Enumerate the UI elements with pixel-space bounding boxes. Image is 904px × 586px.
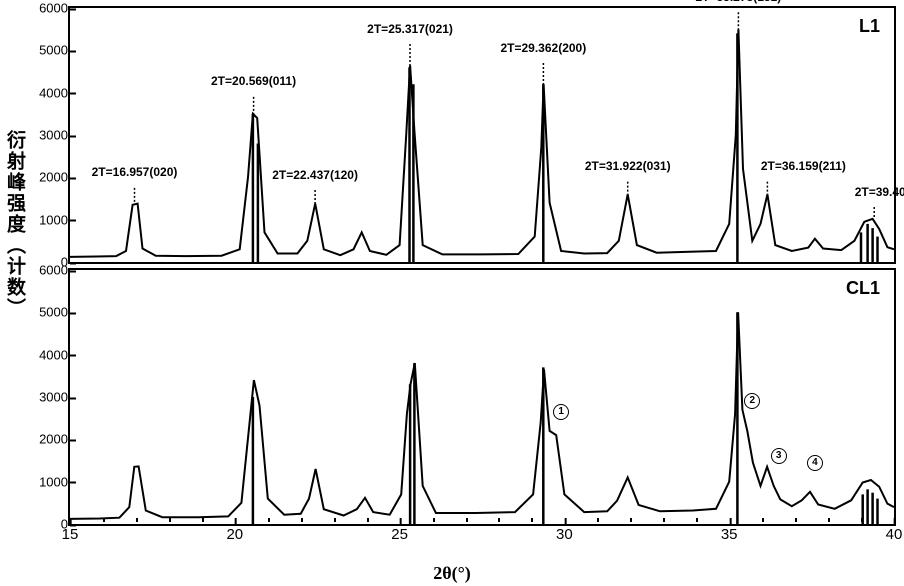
ytick: 5000 — [39, 305, 68, 320]
xtick-major: 20 — [226, 526, 243, 543]
panel-l1-yticks: 0100020003000400050006000 — [28, 8, 68, 262]
circle-marker: 4 — [807, 455, 823, 471]
xtick-major: 35 — [721, 526, 738, 543]
peak-label: 2T=35.278(131) — [695, 0, 781, 4]
ytick: 2000 — [39, 432, 68, 447]
peak-label: 2T=31.922(031) — [585, 159, 671, 173]
ytick: 6000 — [39, 263, 68, 278]
circle-marker: 2 — [744, 393, 760, 409]
peak-label: 2T=16.957(020) — [92, 165, 178, 179]
ytick: 4000 — [39, 85, 68, 100]
panel-cl1-yticks: 0100020003000400050006000 — [28, 270, 68, 524]
peak-label: 2T=29.362(200) — [500, 41, 586, 55]
ytick: 1000 — [39, 212, 68, 227]
x-axis-ticks: 152025303540 — [70, 526, 894, 548]
peak-label: 2T=22.437(120) — [272, 168, 358, 182]
ytick: 3000 — [39, 390, 68, 405]
ytick: 4000 — [39, 347, 68, 362]
xtick-major: 30 — [556, 526, 573, 543]
peak-label: 2T=20.569(011) — [211, 74, 296, 88]
panel-cl1-trace — [70, 270, 894, 524]
xtick-major: 40 — [886, 526, 903, 543]
ytick: 2000 — [39, 170, 68, 185]
circle-marker: 3 — [771, 448, 787, 464]
peak-label: 2T=39.400(04) — [855, 185, 904, 199]
ytick: 1000 — [39, 474, 68, 489]
panel-l1: L1 0100020003000400050006000 2T=16.957(0… — [68, 6, 896, 264]
x-axis-label: 2θ(°) — [0, 563, 904, 584]
ytick: 6000 — [39, 1, 68, 16]
panel-cl1: CL1 0100020003000400050006000 1520253035… — [68, 268, 896, 526]
circle-marker: 1 — [553, 404, 569, 420]
xtick-major: 15 — [62, 526, 79, 543]
y-axis-label: 衍射峰强度（计数） — [4, 130, 28, 319]
ytick: 5000 — [39, 43, 68, 58]
ytick: 3000 — [39, 128, 68, 143]
xrd-figure: 衍射峰强度（计数） L1 0100020003000400050006000 2… — [0, 0, 904, 586]
peak-label: 2T=25.317(021) — [367, 22, 453, 36]
peak-label: 2T=36.159(211) — [761, 159, 846, 173]
panel-l1-trace — [70, 8, 894, 262]
xtick-major: 25 — [391, 526, 408, 543]
